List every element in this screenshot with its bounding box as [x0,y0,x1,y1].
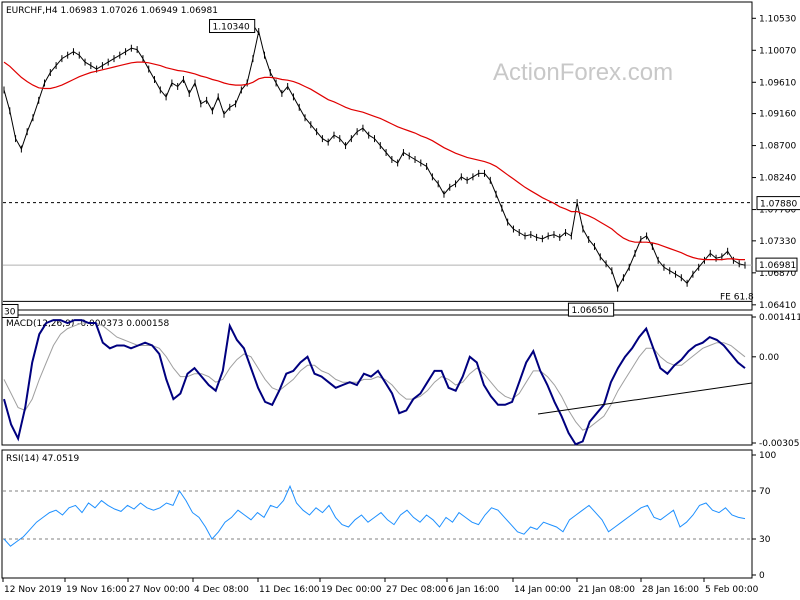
price-axis-tick-label: 1.09160 [759,110,796,120]
rsi-axis-tick-label: 30 [759,535,771,545]
rsi-axis-tick-label: 0 [759,571,765,581]
price-panel-frame [1,1,753,311]
price-axis-tick-label: 1.07330 [759,237,796,247]
high-label-text: 1.10340 [213,23,250,33]
macd-panel-title: MACD(12,26,9) -0.000373 0.000158 [6,319,169,329]
x-axis-label: 12 Nov 2019 [4,585,62,595]
price-axis-tick-label: 1.09610 [759,78,796,88]
price-axis-tick-label: 1.06410 [759,301,796,311]
x-axis-label: 27 Dec 08:00 [386,585,447,595]
price-axis-tick-label: 1.10070 [759,46,796,56]
low-label: 1.06650 [567,302,615,317]
moving-average-line [3,61,745,261]
left-label-box [1,303,19,318]
price-line [3,31,746,290]
macd-signal-line [3,322,746,431]
x-axis-label: 4 Dec 08:00 [194,585,249,595]
macd-trendline [537,382,753,415]
x-axis-label: 21 Jan 08:00 [578,585,635,595]
macd-axis-tick-label: -0.003055 [759,439,800,449]
macd-line [3,319,746,446]
price-axis-tick-label: 1.10530 [759,14,796,24]
x-axis-label: 19 Dec 00:00 [321,585,382,595]
price-layer: 1.10530 1.10070 1.09610 1.09160 1.08700 1.082… [1,14,800,318]
x-axis-label: 6 Jan 16:00 [448,585,500,595]
level-label: 1.07880 [756,196,800,211]
macd-axis-tick-label: 0.001411 [759,313,800,323]
level-label-box [756,196,800,211]
high-label-connector [254,27,260,34]
rsi-panel-title: RSI(14) 47.0519 [6,454,79,464]
rsi-panel-frame [1,449,753,579]
low-label-text: 1.06650 [571,306,608,316]
macd-panel-frame [1,314,753,446]
axis-layer: 12 Nov 2019 19 Nov 16:00 27 Nov 00:00 4 Dec… [2,578,759,595]
price-axis-tick-label: 1.06870 [759,269,796,279]
rsi-axis-tick-label: 100 [759,451,776,461]
level-label-text: 1.07880 [760,200,797,210]
x-axis-label: 28 Jan 16:00 [642,585,699,595]
high-label-box [209,19,256,34]
x-axis-label: 5 Feb 00:00 [705,585,759,595]
x-axis-label: 19 Nov 16:00 [66,585,127,595]
macd-layer: 0.001411 0.00 -0.003055 [3,313,800,449]
x-axis-label: 27 Nov 00:00 [129,585,190,595]
x-axis-label: 14 Jan 00:00 [514,585,571,595]
price-axis-tick-label: 1.08240 [759,174,796,184]
current-price-box [755,257,798,272]
fe-label: FE 61.8 [720,292,754,302]
left-label-text: 30 [4,307,16,317]
x-axis-label: 11 Dec 16:00 [259,585,320,595]
price-axis-tick-label: 1.08700 [759,142,796,152]
rsi-line [3,484,746,547]
macd-axis-tick-label: 0.00 [759,353,779,363]
low-label-box [567,302,615,317]
rsi-axis-tick-label: 70 [759,487,771,497]
current-price-text: 1.06981 [759,261,796,271]
rsi-layer: 100 70 30 0 [3,451,776,581]
left-label: 30 [1,303,19,318]
high-label: 1.10340 [209,19,256,34]
watermark: ActionForex.com [493,59,673,86]
price-panel-title: EURCHF,H4 1.06983 1.07026 1.06949 1.0698… [6,6,218,16]
current-price-marker: 1.06981 [755,257,798,272]
price-axis-tick-label: 1.07780 [759,206,796,216]
